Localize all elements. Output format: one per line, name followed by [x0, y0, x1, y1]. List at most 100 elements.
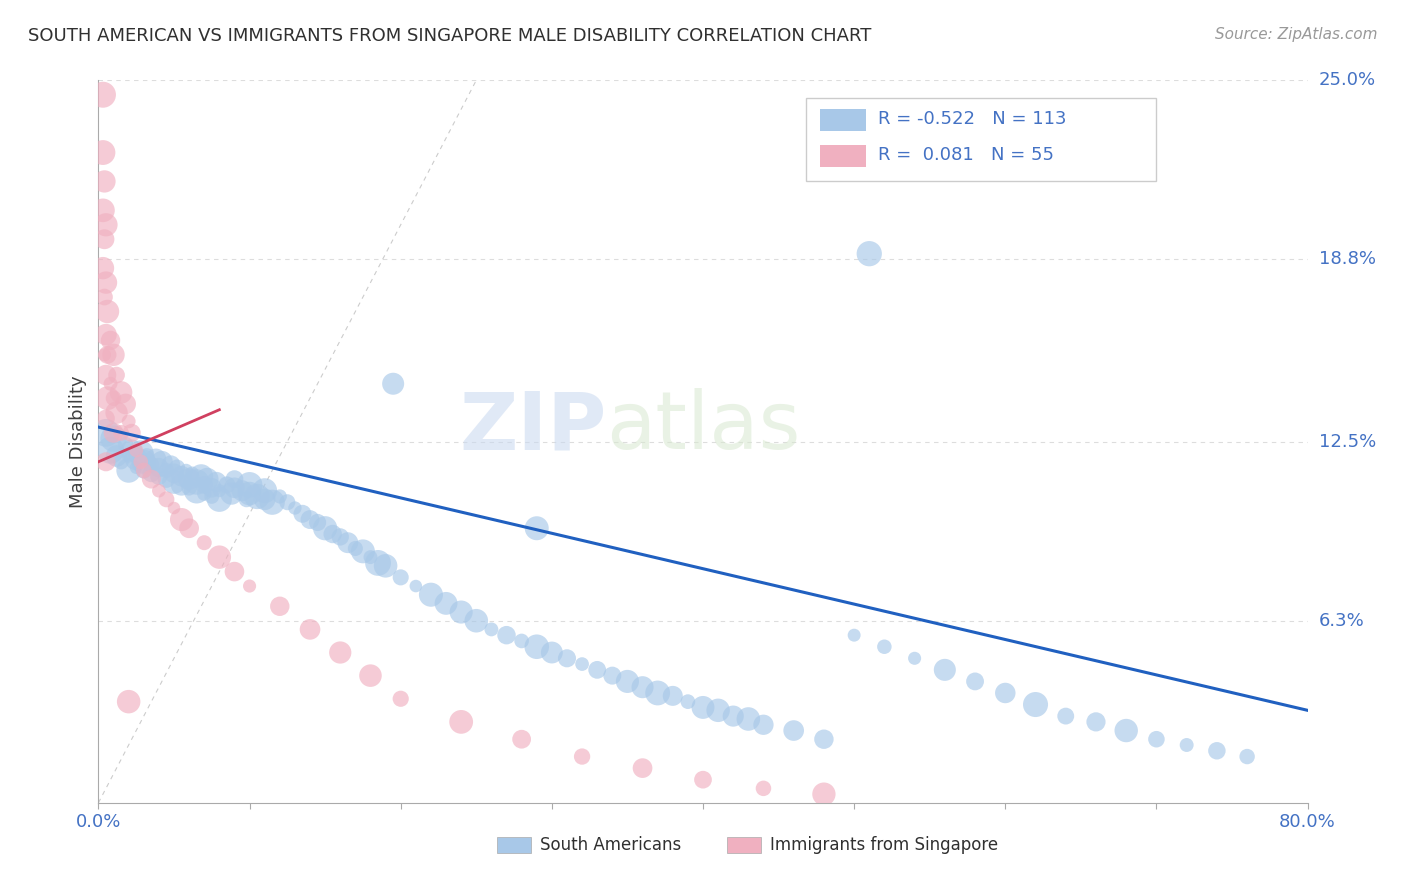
- Point: [737, 712, 759, 726]
- Point: [221, 486, 243, 500]
- Point: [239, 478, 262, 492]
- Point: [1175, 738, 1198, 752]
- Point: [382, 376, 405, 391]
- Point: [125, 443, 148, 458]
- Point: [481, 623, 503, 637]
- Point: [179, 521, 201, 535]
- Point: [91, 203, 114, 218]
- Point: [526, 640, 548, 654]
- Point: [94, 368, 117, 382]
- Point: [360, 668, 382, 682]
- Point: [367, 556, 389, 570]
- Point: [692, 700, 714, 714]
- Point: [118, 414, 141, 428]
- Point: [253, 492, 276, 507]
- Point: [96, 304, 118, 318]
- Point: [269, 490, 291, 504]
- Point: [103, 432, 125, 446]
- Point: [510, 634, 533, 648]
- Point: [374, 558, 396, 573]
- Point: [873, 640, 896, 654]
- Point: [118, 695, 141, 709]
- Point: [141, 458, 163, 472]
- Point: [170, 478, 193, 492]
- Point: [1115, 723, 1137, 738]
- Text: 12.5%: 12.5%: [1319, 433, 1376, 450]
- Text: 6.3%: 6.3%: [1319, 612, 1364, 630]
- FancyBboxPatch shape: [820, 145, 866, 167]
- Point: [91, 145, 114, 160]
- Point: [360, 550, 382, 565]
- Point: [193, 535, 215, 549]
- Point: [181, 467, 204, 481]
- FancyBboxPatch shape: [498, 838, 531, 854]
- Point: [110, 385, 132, 400]
- Point: [205, 475, 228, 489]
- Point: [170, 469, 193, 483]
- Point: [94, 327, 117, 342]
- Point: [148, 460, 170, 475]
- Point: [224, 472, 246, 486]
- Point: [155, 463, 177, 477]
- Point: [208, 483, 231, 498]
- Point: [125, 451, 148, 466]
- Point: [540, 646, 562, 660]
- Point: [329, 530, 352, 544]
- Point: [193, 478, 215, 492]
- Point: [405, 579, 427, 593]
- Point: [239, 579, 262, 593]
- Point: [163, 467, 186, 481]
- Point: [186, 475, 208, 489]
- Point: [105, 406, 128, 420]
- Point: [813, 787, 835, 801]
- Point: [215, 478, 238, 492]
- Point: [284, 501, 307, 516]
- Point: [141, 472, 163, 486]
- Text: ZIP: ZIP: [458, 388, 606, 467]
- Point: [571, 749, 593, 764]
- Point: [602, 668, 624, 682]
- Point: [783, 723, 806, 738]
- Point: [495, 628, 517, 642]
- Point: [246, 490, 269, 504]
- Point: [105, 449, 128, 463]
- Point: [93, 348, 115, 362]
- Point: [994, 686, 1017, 700]
- Point: [94, 425, 117, 440]
- Point: [135, 449, 157, 463]
- Text: Immigrants from Singapore: Immigrants from Singapore: [769, 836, 998, 854]
- Point: [336, 535, 359, 549]
- FancyBboxPatch shape: [820, 109, 866, 131]
- Point: [510, 732, 533, 747]
- Text: atlas: atlas: [606, 388, 800, 467]
- Point: [100, 376, 122, 391]
- Point: [352, 544, 374, 558]
- FancyBboxPatch shape: [727, 838, 761, 854]
- Point: [858, 246, 880, 260]
- Point: [110, 425, 132, 440]
- Point: [307, 516, 329, 530]
- Point: [276, 495, 298, 509]
- Point: [193, 486, 215, 500]
- Point: [201, 490, 224, 504]
- Point: [965, 674, 987, 689]
- Point: [166, 460, 188, 475]
- Point: [314, 521, 336, 535]
- Point: [100, 334, 122, 348]
- Point: [299, 512, 322, 526]
- Point: [105, 368, 128, 382]
- Point: [148, 469, 170, 483]
- Point: [129, 446, 152, 460]
- Point: [1054, 709, 1077, 723]
- Point: [434, 596, 457, 610]
- Point: [110, 455, 132, 469]
- Point: [93, 174, 115, 188]
- Point: [132, 455, 155, 469]
- Point: [186, 483, 208, 498]
- Point: [616, 674, 638, 689]
- Point: [208, 492, 231, 507]
- Point: [291, 507, 314, 521]
- Point: [631, 761, 654, 775]
- Point: [179, 481, 201, 495]
- Text: 25.0%: 25.0%: [1319, 71, 1376, 89]
